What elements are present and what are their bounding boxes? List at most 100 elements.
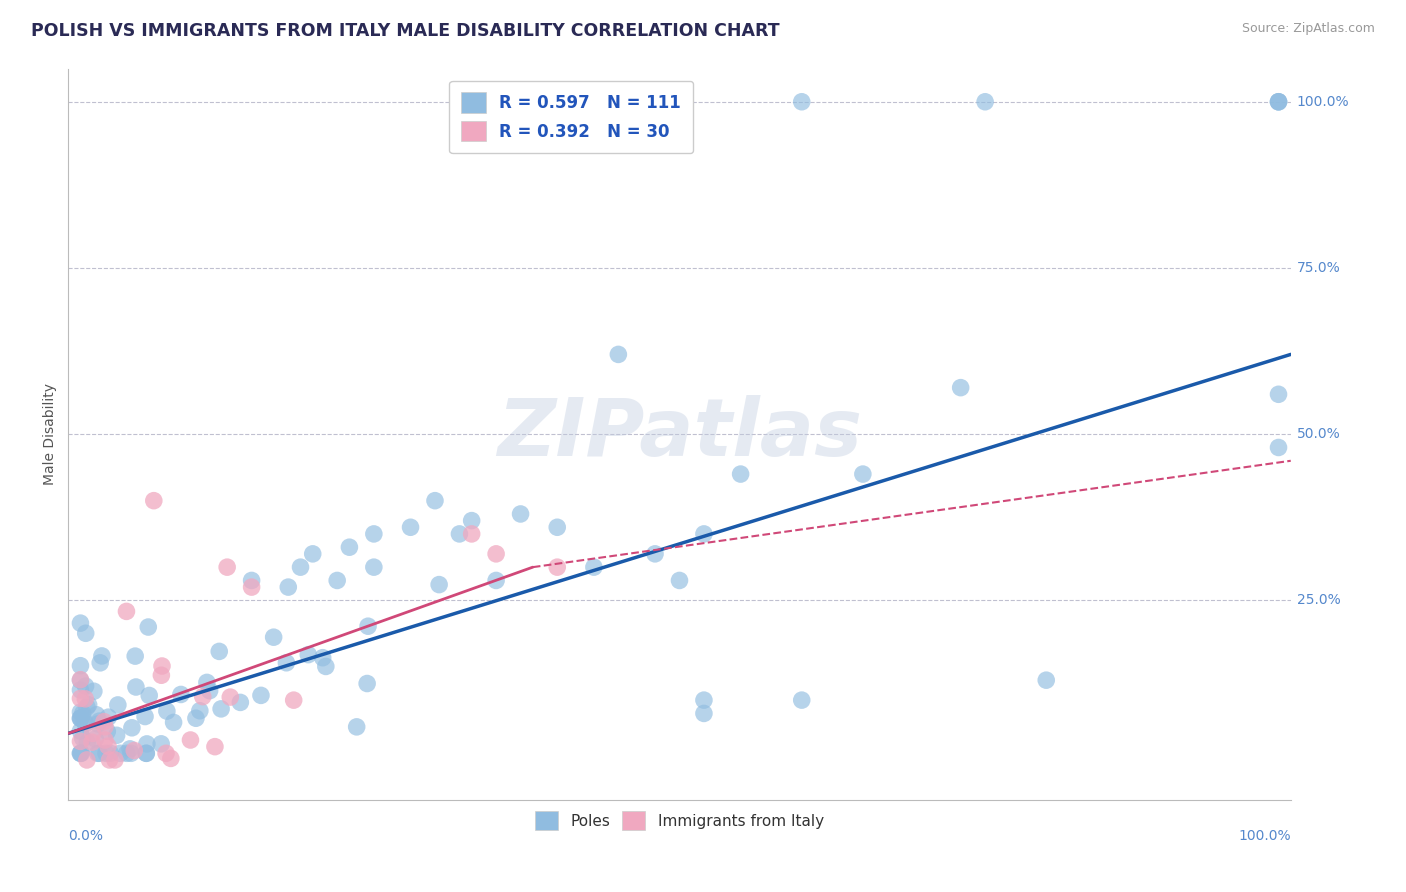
Point xyxy=(87,717,110,731)
Point xyxy=(122,743,145,757)
Y-axis label: Male Disability: Male Disability xyxy=(44,384,58,485)
Point xyxy=(84,731,107,746)
Point xyxy=(72,706,94,721)
Point xyxy=(188,704,211,718)
Point xyxy=(69,711,91,725)
Point xyxy=(142,493,165,508)
Point xyxy=(150,659,173,673)
Point xyxy=(107,698,129,712)
Point xyxy=(110,747,132,761)
Point xyxy=(449,527,471,541)
Point xyxy=(73,714,96,728)
Point xyxy=(118,742,141,756)
Point xyxy=(75,716,97,731)
Point xyxy=(69,747,91,761)
Point xyxy=(82,726,104,740)
Point xyxy=(69,691,91,706)
Point xyxy=(1267,95,1289,109)
Point xyxy=(1267,95,1289,109)
Point xyxy=(790,95,813,109)
Point xyxy=(315,659,337,673)
Point xyxy=(184,711,207,725)
Point xyxy=(86,747,108,761)
Point xyxy=(69,747,91,761)
Point xyxy=(69,724,91,739)
Legend: Poles, Immigrants from Italy: Poles, Immigrants from Italy xyxy=(529,805,830,836)
Point xyxy=(69,705,91,719)
Text: Source: ZipAtlas.com: Source: ZipAtlas.com xyxy=(1241,22,1375,36)
Point xyxy=(852,467,875,481)
Point xyxy=(399,520,422,534)
Point xyxy=(339,540,361,554)
Text: 100.0%: 100.0% xyxy=(1239,829,1291,843)
Point xyxy=(312,650,335,665)
Point xyxy=(135,737,157,751)
Point xyxy=(69,673,91,687)
Point xyxy=(346,720,368,734)
Point xyxy=(204,739,226,754)
Point xyxy=(98,747,121,761)
Point xyxy=(949,381,972,395)
Point xyxy=(460,527,482,541)
Text: 100.0%: 100.0% xyxy=(1296,95,1350,109)
Point xyxy=(160,751,183,765)
Point xyxy=(94,733,117,747)
Point xyxy=(125,680,148,694)
Point xyxy=(135,747,157,761)
Point xyxy=(76,735,98,749)
Text: 50.0%: 50.0% xyxy=(1296,427,1340,442)
Point xyxy=(357,619,380,633)
Point xyxy=(89,656,111,670)
Point xyxy=(96,724,118,739)
Point xyxy=(297,648,319,662)
Point xyxy=(219,690,242,704)
Point xyxy=(162,715,184,730)
Point xyxy=(94,720,117,734)
Point xyxy=(90,648,112,663)
Point xyxy=(77,698,100,712)
Point xyxy=(1267,387,1289,401)
Point xyxy=(277,580,299,594)
Point xyxy=(191,690,214,704)
Point xyxy=(105,728,128,742)
Point xyxy=(150,737,173,751)
Point xyxy=(179,733,201,747)
Point xyxy=(124,649,146,664)
Point xyxy=(283,693,305,707)
Point xyxy=(75,691,97,706)
Text: 25.0%: 25.0% xyxy=(1296,593,1340,607)
Point xyxy=(134,709,156,723)
Point xyxy=(485,547,508,561)
Point xyxy=(1267,441,1289,455)
Point xyxy=(98,753,121,767)
Point xyxy=(208,644,231,658)
Point xyxy=(138,689,160,703)
Point xyxy=(195,675,218,690)
Point xyxy=(240,574,263,588)
Point xyxy=(170,688,193,702)
Point xyxy=(693,706,716,721)
Point xyxy=(209,702,232,716)
Point xyxy=(363,527,385,541)
Point xyxy=(460,514,482,528)
Point xyxy=(136,620,159,634)
Point xyxy=(120,747,142,761)
Point xyxy=(115,747,138,761)
Point xyxy=(250,689,273,703)
Point xyxy=(1267,95,1289,109)
Text: ZIPatlas: ZIPatlas xyxy=(496,395,862,473)
Point xyxy=(156,704,179,718)
Point xyxy=(75,626,97,640)
Point xyxy=(668,574,690,588)
Point xyxy=(607,347,630,361)
Point xyxy=(72,731,94,746)
Point xyxy=(276,656,298,670)
Point xyxy=(69,658,91,673)
Point xyxy=(93,714,115,729)
Point xyxy=(69,673,91,688)
Point xyxy=(546,520,568,534)
Point xyxy=(363,560,385,574)
Point xyxy=(693,527,716,541)
Point xyxy=(75,679,97,693)
Text: 0.0%: 0.0% xyxy=(69,829,103,843)
